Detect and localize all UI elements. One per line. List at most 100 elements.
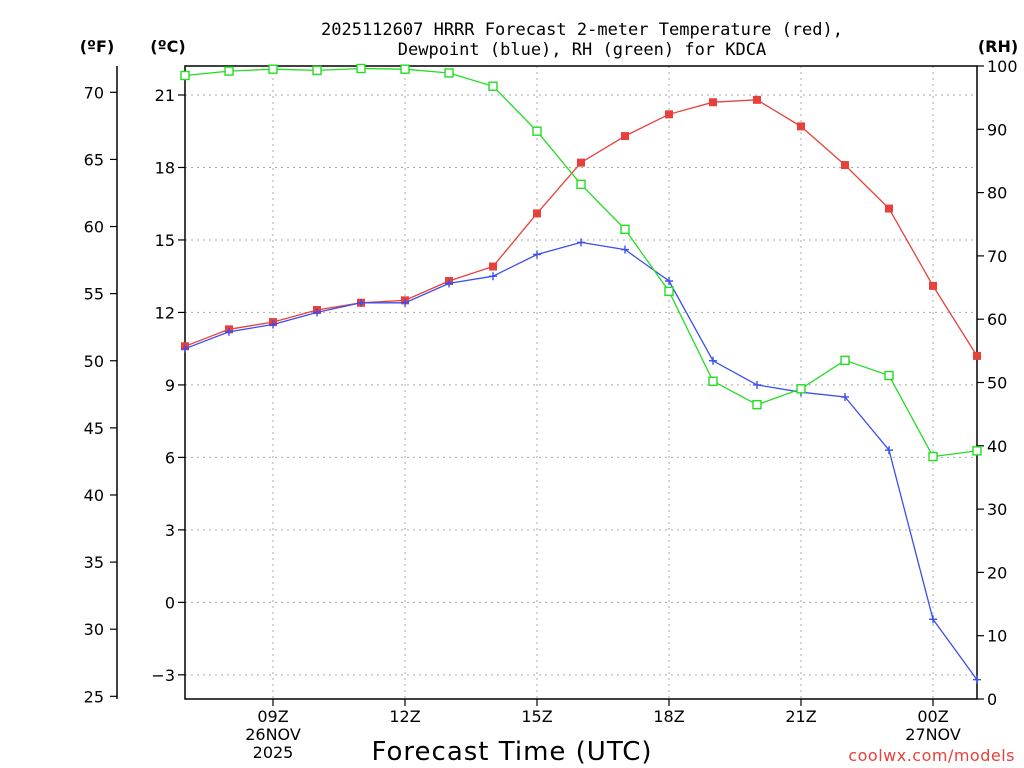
dewpoint-point <box>753 380 761 389</box>
rh-tick-label: 40 <box>987 437 1007 456</box>
dewpoint-point <box>885 446 893 455</box>
fahrenheit-tick-label: 30 <box>84 620 104 639</box>
dewpoint-point <box>577 238 585 247</box>
rh-tick-label: 10 <box>987 627 1007 646</box>
rh-tick-label: 60 <box>987 310 1007 329</box>
rh-point <box>708 376 718 386</box>
fahrenheit-tick-label: 25 <box>84 687 104 706</box>
dewpoint-point <box>313 308 321 317</box>
rh-point <box>664 286 674 297</box>
dewpoint-point <box>445 279 453 288</box>
dewpoint-point <box>225 327 233 336</box>
temperature-point <box>621 132 629 141</box>
rh-tick-label: 20 <box>987 563 1007 582</box>
celsius-axis: −3 0 3 6 9 12 15 18 21 <box>151 86 185 685</box>
celsius-tick-label: 15 <box>155 231 175 250</box>
fahrenheit-axis: 25 30 35 40 45 50 55 60 65 70 <box>84 83 117 706</box>
dewpoint-point <box>489 272 497 281</box>
rh-point <box>312 65 322 76</box>
time-tick-label: 18Z <box>653 707 684 726</box>
fahrenheit-tick-label: 40 <box>84 486 104 505</box>
dewpoint-point <box>621 245 629 254</box>
temperature-point <box>489 262 497 271</box>
fahrenheit-tick-label: 70 <box>84 83 104 102</box>
temperature-point <box>665 110 673 119</box>
celsius-tick-label: 12 <box>155 303 175 322</box>
fahrenheit-tick-label: 65 <box>84 150 104 169</box>
rh-point <box>796 384 806 394</box>
time-tick-label: 15Z <box>521 707 552 726</box>
fahrenheit-tick-label: 60 <box>84 218 104 237</box>
rh-point <box>576 179 586 190</box>
time-tick-label: 09Z <box>257 707 288 726</box>
rh-point <box>928 451 938 462</box>
rh-point <box>268 64 278 74</box>
credit-label: coolwx.com/models <box>848 746 1015 765</box>
temperature-point <box>885 204 893 213</box>
temperature-point <box>577 158 585 167</box>
rh-axis: 0 10 20 30 40 50 60 70 80 90 100 <box>977 57 1018 709</box>
temperature-point <box>929 281 937 290</box>
celsius-tick-label: 6 <box>165 448 175 467</box>
celsius-tick-label: 18 <box>155 158 175 177</box>
time-tick-label: 26NOV <box>245 725 301 744</box>
rh-tick-label: 100 <box>987 57 1018 76</box>
celsius-unit-label: (ºC) <box>150 37 185 56</box>
rh-tick-label: 30 <box>987 500 1007 519</box>
rh-point <box>972 446 982 456</box>
celsius-tick-label: 0 <box>165 593 175 612</box>
temperature-point <box>841 161 849 170</box>
rh-tick-label: 80 <box>987 184 1007 203</box>
time-tick-label: 21Z <box>785 707 816 726</box>
rh-tick-label: 70 <box>987 247 1007 266</box>
temperature-point <box>753 95 761 104</box>
rh-unit-label: (RH) <box>978 37 1018 56</box>
celsius-tick-label: 9 <box>165 376 175 395</box>
rh-tick-label: 0 <box>987 690 997 709</box>
rh-point <box>400 64 410 74</box>
temperature-point <box>973 351 981 360</box>
dewpoint-point <box>665 277 673 286</box>
fahrenheit-tick-label: 50 <box>84 352 104 371</box>
rh-line <box>184 67 978 458</box>
temperature-point <box>709 98 717 107</box>
dewpoint-point <box>533 250 541 259</box>
celsius-tick-label: 21 <box>155 86 175 105</box>
dewpoint-point <box>181 344 189 353</box>
fahrenheit-unit-label: (ºF) <box>80 37 115 56</box>
fahrenheit-tick-label: 55 <box>84 285 104 304</box>
x-axis-label: Forecast Time (UTC) <box>371 737 652 767</box>
chart-title-line1: 2025112607 HRRR Forecast 2-meter Tempera… <box>321 20 843 40</box>
chart-title-line2: Dewpoint (blue), RH (green) for KDCA <box>398 40 766 60</box>
rh-point <box>180 70 190 81</box>
dewpoint-point <box>841 392 849 401</box>
rh-point <box>884 370 894 381</box>
time-tick-label: 2025 <box>253 743 294 762</box>
temperature-point <box>797 122 805 131</box>
celsius-tick-label: −3 <box>151 666 175 685</box>
dewpoint-line <box>184 241 978 681</box>
fahrenheit-tick-label: 45 <box>84 419 104 438</box>
rh-point <box>620 224 630 235</box>
rh-point <box>488 81 498 91</box>
rh-point <box>752 399 762 410</box>
dewpoint-point <box>709 356 717 365</box>
dewpoint-point <box>929 615 937 624</box>
temperature-point <box>533 209 541 218</box>
celsius-tick-label: 3 <box>165 521 175 540</box>
dewpoint-point <box>269 320 277 329</box>
fahrenheit-tick-label: 35 <box>84 553 104 572</box>
time-tick-label: 12Z <box>389 707 420 726</box>
dewpoint-point <box>973 675 981 684</box>
rh-tick-label: 50 <box>987 374 1007 393</box>
rh-point <box>356 63 366 74</box>
dewpoint-point <box>401 298 409 307</box>
dewpoint-point <box>357 298 365 307</box>
time-tick-label: 27NOV <box>905 725 961 744</box>
rh-point <box>840 355 850 366</box>
time-tick-label: 00Z <box>917 707 948 726</box>
temperature-line <box>184 99 978 357</box>
rh-tick-label: 90 <box>987 120 1007 139</box>
